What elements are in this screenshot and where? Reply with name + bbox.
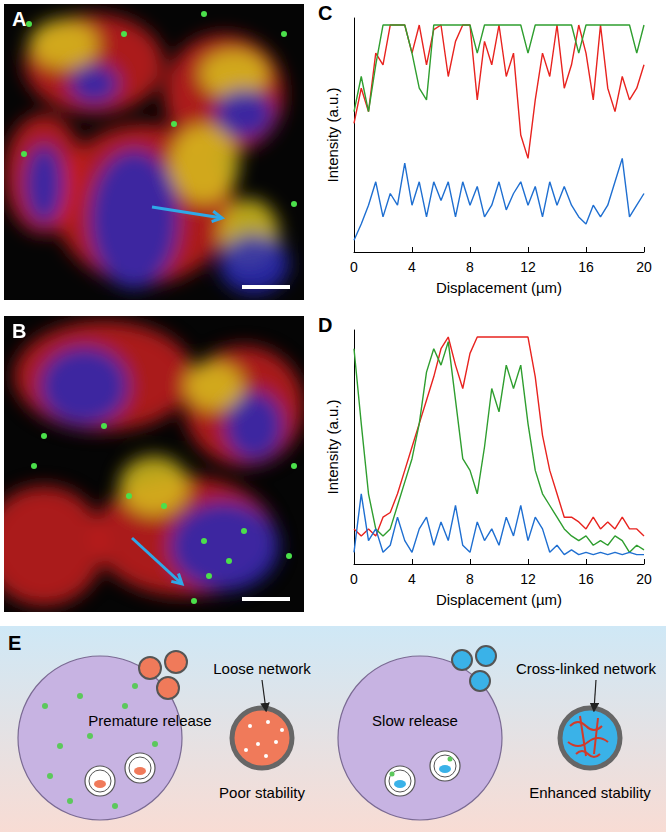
svg-text:Premature release: Premature release	[88, 712, 211, 729]
svg-text:Intensity (a.u.): Intensity (a.u.)	[324, 87, 341, 182]
svg-text:E: E	[8, 632, 21, 654]
svg-text:Poor stability: Poor stability	[219, 784, 305, 801]
svg-text:Displacement (µm): Displacement (µm)	[436, 279, 562, 296]
svg-text:0: 0	[350, 571, 358, 587]
svg-text:12: 12	[520, 259, 536, 275]
svg-text:16: 16	[578, 259, 594, 275]
svg-text:20: 20	[636, 571, 652, 587]
svg-text:12: 12	[520, 571, 536, 587]
svg-text:Intensity (a.u.): Intensity (a.u.)	[324, 399, 341, 494]
svg-text:Slow release: Slow release	[372, 712, 458, 729]
svg-text:4: 4	[408, 259, 416, 275]
svg-text:8: 8	[466, 571, 474, 587]
svg-text:B: B	[12, 320, 26, 342]
svg-text:4: 4	[408, 571, 416, 587]
svg-text:Displacement (µm): Displacement (µm)	[436, 591, 562, 608]
svg-text:Loose network: Loose network	[213, 660, 311, 677]
html-text:D: D	[318, 314, 333, 336]
svg-text:Cross-linked network: Cross-linked network	[516, 660, 657, 677]
svg-text:Enhanced stability: Enhanced stability	[529, 784, 651, 801]
html-text:C: C	[318, 2, 333, 24]
svg-text:16: 16	[578, 571, 594, 587]
svg-text:A: A	[12, 8, 26, 30]
svg-text:0: 0	[350, 259, 358, 275]
svg-text:20: 20	[636, 259, 652, 275]
svg-text:8: 8	[466, 259, 474, 275]
